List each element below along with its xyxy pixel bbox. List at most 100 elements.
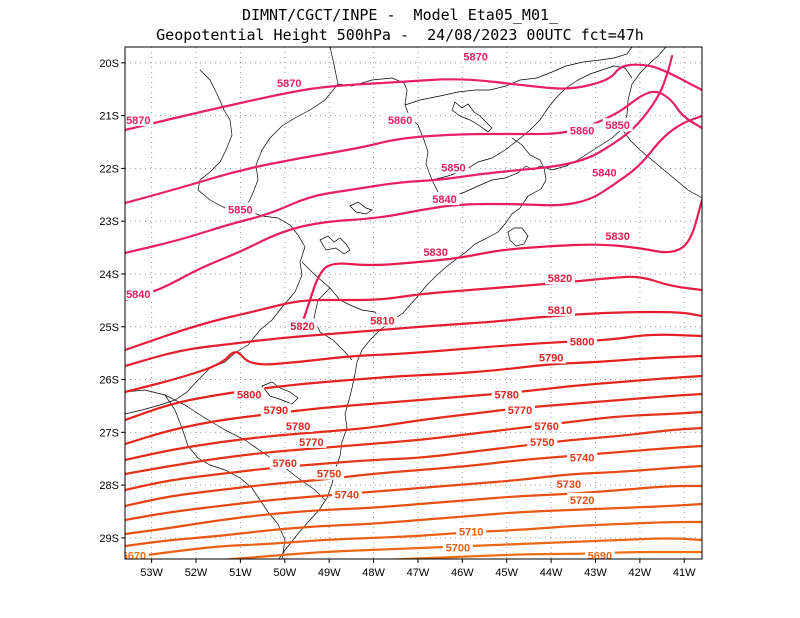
contour-label-text: 5830 — [605, 231, 629, 243]
contour-5850 — [125, 54, 674, 255]
contour-label-bg — [438, 160, 469, 174]
map-title-line-2: Geopotential Height 500hPa - 24/08/2023 … — [156, 26, 644, 44]
contour-label-5830: 5830 — [420, 244, 451, 259]
map-title-line-1: DIMNT/CGCT/INPE - Model Eta05_M01_ — [241, 6, 559, 24]
lat-tick-label: 21S — [99, 111, 119, 123]
lat-tick-label: 23S — [99, 216, 119, 228]
contour-label-bg — [125, 287, 154, 301]
lon-tick-label: 48W — [362, 567, 385, 579]
lat-tick-label: 24S — [99, 269, 119, 281]
contour-label-bg — [602, 229, 633, 243]
contour-label-5690: 5690 — [584, 548, 615, 559]
contour-label-5790: 5790 — [536, 350, 567, 364]
state-border-1 — [125, 69, 306, 415]
lagoon — [261, 381, 299, 405]
state-border-4 — [125, 389, 326, 501]
contour-5790 — [125, 354, 702, 422]
lon-tick-label: 53W — [140, 567, 163, 579]
lon-tick-label: 45W — [495, 567, 518, 579]
coastline-and-borders — [125, 47, 702, 559]
lat-tick-label: 29S — [99, 533, 119, 545]
contour-label-bg — [234, 387, 265, 401]
contour-5720 — [125, 484, 702, 536]
map-frame — [124, 46, 703, 560]
reservoir-2 — [319, 235, 351, 255]
contour-label-5790: 5790 — [260, 403, 291, 417]
contour-5680 — [382, 550, 702, 559]
contour-label-5710: 5710 — [456, 524, 487, 539]
contour-label-5820: 5820 — [544, 271, 575, 285]
contour-label-text: 5870 — [463, 52, 487, 64]
contour-label-bg — [125, 548, 149, 559]
state-border-7 — [404, 47, 633, 106]
contour-5760 — [125, 410, 702, 476]
contour-label-5770: 5770 — [505, 403, 536, 417]
contour-label-bg — [269, 455, 300, 469]
contour-label-text: 5810 — [370, 315, 394, 327]
state-border-5 — [164, 394, 286, 559]
contour-label-5870: 5870 — [125, 112, 154, 127]
contour-label-bg — [584, 548, 615, 559]
contour-label-5730: 5730 — [553, 477, 584, 491]
contour-label-bg — [567, 334, 598, 348]
contour-label-bg — [567, 450, 598, 464]
contour-label-bg — [287, 318, 318, 332]
contour-label-bg — [602, 118, 633, 132]
contour-label-text: 5770 — [508, 405, 532, 417]
contour-label-bg — [283, 419, 314, 433]
contour-label-bg — [385, 112, 416, 126]
contour-label-bg — [225, 202, 256, 216]
contour-label-text: 5800 — [570, 337, 594, 349]
contour-label-text: 5750 — [530, 437, 554, 449]
contour-label-5860: 5860 — [567, 123, 598, 137]
lon-tick-label: 49W — [318, 567, 341, 579]
contour-label-bg — [527, 434, 558, 448]
contour-5670 — [125, 561, 220, 564]
contour-label-text: 5840 — [126, 289, 150, 301]
contour-label-text: 5670 — [122, 550, 146, 562]
contour-label-text: 5720 — [570, 495, 594, 507]
contour-label-5750: 5750 — [314, 466, 345, 481]
contour-label-5840: 5840 — [589, 165, 620, 180]
contour-labels: 5870 5870 5870 5860 5860 5850 5850 5850 5840 5840… — [122, 49, 633, 562]
contour-5770 — [125, 392, 702, 462]
contour-label-bg — [331, 487, 362, 501]
lon-tick-label: 51W — [229, 567, 252, 579]
contour-label-text: 5760 — [534, 421, 558, 433]
lon-tick-label: 47W — [407, 567, 430, 579]
contour-label-bg — [456, 524, 487, 538]
lat-tick-label: 28S — [99, 480, 119, 492]
contour-label-bg — [567, 492, 598, 506]
contour-label-text: 5780 — [494, 389, 518, 401]
contour-label-bg — [460, 49, 491, 63]
contour-5830 — [298, 198, 702, 332]
contour-label-text: 5830 — [423, 247, 447, 259]
contour-5710 — [125, 502, 702, 548]
contour-label-5740: 5740 — [567, 450, 598, 465]
lat-tick-label: 26S — [99, 375, 119, 387]
contour-label-text: 5820 — [290, 321, 314, 333]
lon-tick-label: 44W — [540, 567, 563, 579]
contour-label-text: 5700 — [446, 542, 470, 554]
contour-label-5780: 5780 — [491, 387, 522, 401]
contour-label-text: 5870 — [126, 115, 150, 127]
contour-label-text: 5790 — [539, 352, 563, 364]
contour-label-bg — [567, 123, 598, 137]
contour-label-5830: 5830 — [602, 229, 633, 243]
lon-tick-label: 50W — [273, 567, 296, 579]
lat-lon-grid — [125, 47, 702, 559]
contour-label-text: 5740 — [570, 453, 594, 465]
contour-label-bg — [491, 387, 522, 401]
contour-label-5850: 5850 — [602, 118, 633, 132]
contour-label-text: 5860 — [570, 125, 594, 137]
contour-label-text: 5870 — [277, 78, 301, 90]
contour-label-5850: 5850 — [438, 160, 469, 174]
lon-tick-label: 42W — [629, 567, 652, 579]
contour-label-bg — [367, 313, 398, 327]
contour-label-5870: 5870 — [460, 49, 491, 64]
contour-label-text: 5850 — [228, 205, 252, 217]
contour-lines — [125, 54, 702, 564]
state-border-10 — [511, 137, 547, 190]
contour-label-5760: 5760 — [531, 419, 562, 433]
contour-label-text: 5850 — [605, 120, 629, 132]
